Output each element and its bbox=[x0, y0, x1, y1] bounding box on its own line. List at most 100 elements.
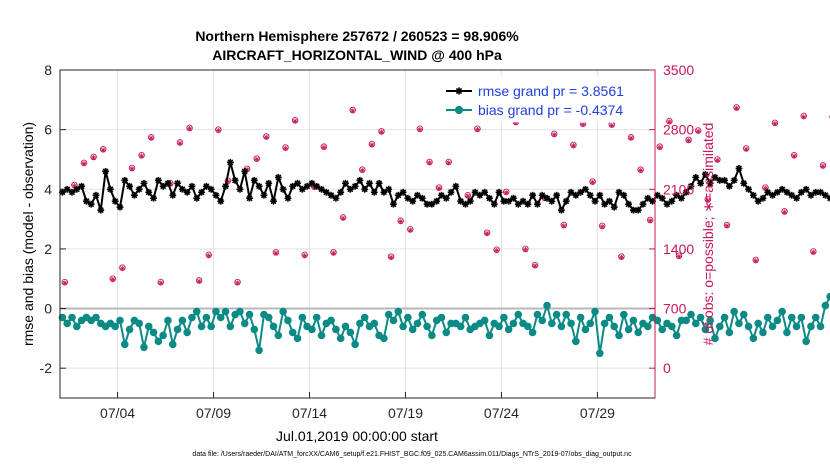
bias-point bbox=[72, 322, 81, 331]
bias-point bbox=[197, 322, 206, 331]
rmse-point bbox=[303, 182, 311, 190]
rmse-point bbox=[797, 188, 805, 196]
rmse-point bbox=[711, 173, 719, 181]
bias-point bbox=[168, 340, 177, 349]
legend-bias-label: bias grand pr = -0.4374 bbox=[478, 102, 623, 118]
rmse-point bbox=[308, 179, 316, 187]
obs-assimilated-point bbox=[494, 248, 500, 254]
rmse-point bbox=[457, 197, 465, 205]
bias-point bbox=[413, 319, 422, 328]
y-right-tick-label: 1400 bbox=[663, 241, 694, 257]
bias-point bbox=[783, 328, 791, 337]
bias-point bbox=[720, 313, 729, 322]
bias-point bbox=[691, 319, 700, 328]
bias-point bbox=[202, 313, 211, 322]
bias-point bbox=[725, 328, 734, 337]
rmse-point bbox=[87, 200, 95, 208]
rmse-point bbox=[807, 191, 815, 199]
rmse-point bbox=[202, 182, 210, 190]
bias-point bbox=[125, 325, 134, 334]
rmse-point bbox=[466, 197, 474, 205]
x-tick-label: 07/14 bbox=[292, 405, 327, 421]
rmse-point bbox=[793, 194, 800, 202]
rmse-point bbox=[255, 182, 263, 190]
rmse-point bbox=[188, 182, 196, 190]
bias-point bbox=[610, 322, 619, 331]
rmse-point bbox=[342, 179, 349, 187]
bias-point bbox=[154, 337, 163, 346]
bias-point bbox=[332, 325, 340, 334]
rmse-point bbox=[226, 159, 234, 166]
bias-point bbox=[428, 331, 436, 340]
bias-point bbox=[759, 328, 767, 337]
rmse-point bbox=[510, 194, 517, 202]
obs-assimilated-point bbox=[666, 119, 672, 125]
bias-point bbox=[269, 322, 278, 331]
bias-point bbox=[730, 307, 738, 316]
rmse-point bbox=[538, 191, 546, 199]
rmse-point bbox=[749, 191, 757, 199]
y-right-tick-label: 2100 bbox=[663, 181, 694, 197]
rmse-point bbox=[313, 182, 321, 190]
bias-point bbox=[442, 328, 451, 337]
obs-assimilated-point bbox=[196, 278, 202, 284]
rmse-point bbox=[231, 176, 239, 184]
rmse-point bbox=[572, 191, 580, 199]
obs-assimilated-point bbox=[426, 160, 433, 166]
rmse-point bbox=[409, 197, 417, 205]
obs-assimilated-point bbox=[551, 132, 557, 138]
rmse-point bbox=[519, 197, 527, 205]
bias-point bbox=[687, 310, 695, 319]
rmse-point bbox=[630, 206, 637, 214]
bias-point bbox=[327, 316, 335, 325]
bias-point bbox=[682, 316, 690, 325]
bias-point bbox=[701, 325, 710, 334]
bias-point bbox=[399, 322, 407, 331]
rmse-point bbox=[135, 185, 143, 193]
obs-assimilated-point bbox=[263, 134, 269, 140]
data-file-footer: data file: /Users/raeder/DAI/ATM_forcXX/… bbox=[192, 451, 632, 458]
rmse-point bbox=[495, 188, 503, 196]
rmse-point bbox=[116, 203, 124, 211]
obs-assimilated-point bbox=[657, 144, 663, 151]
obs-assimilated-point bbox=[436, 185, 442, 192]
bias-point bbox=[279, 307, 287, 316]
x-tick-label: 07/24 bbox=[484, 405, 519, 421]
obs-assimilated-point bbox=[474, 127, 481, 133]
obs-assimilated-point bbox=[100, 147, 106, 153]
rmse-point bbox=[174, 179, 181, 187]
rmse-point bbox=[447, 188, 455, 196]
obs-assimilated-point bbox=[177, 140, 183, 146]
rmse-point bbox=[337, 188, 345, 196]
rmse-point bbox=[236, 185, 244, 193]
obs-assimilated-point bbox=[369, 142, 375, 148]
obs-assimilated-point bbox=[503, 190, 509, 196]
rmse-point bbox=[97, 206, 105, 214]
obs-assimilated-point bbox=[590, 179, 596, 186]
bias-point bbox=[312, 313, 321, 322]
bias-point bbox=[274, 331, 283, 340]
obs-assimilated-point bbox=[705, 197, 711, 203]
bias-point bbox=[787, 313, 796, 322]
obs-assimilated-point bbox=[407, 227, 413, 233]
rmse-point bbox=[361, 185, 369, 193]
rmse-point bbox=[159, 182, 167, 190]
rmse-point bbox=[212, 191, 220, 199]
obs-assimilated-point bbox=[465, 193, 471, 199]
rmse-point bbox=[73, 185, 81, 193]
rmse-point bbox=[452, 182, 460, 190]
rmse-point bbox=[759, 194, 767, 202]
rmse-point bbox=[778, 185, 786, 193]
bias-point bbox=[178, 316, 187, 325]
rmse-point bbox=[582, 185, 589, 193]
rmse-point bbox=[92, 191, 100, 199]
bias-point bbox=[576, 313, 585, 322]
rmse-point bbox=[346, 185, 354, 193]
bias-point bbox=[773, 316, 782, 325]
obs-assimilated-point bbox=[62, 280, 68, 286]
rmse-point bbox=[668, 197, 676, 205]
obs-assimilated-point bbox=[292, 118, 298, 124]
rmse-point bbox=[82, 197, 90, 205]
x-tick-label: 07/29 bbox=[580, 405, 615, 421]
obs-assimilated-point bbox=[618, 254, 625, 261]
